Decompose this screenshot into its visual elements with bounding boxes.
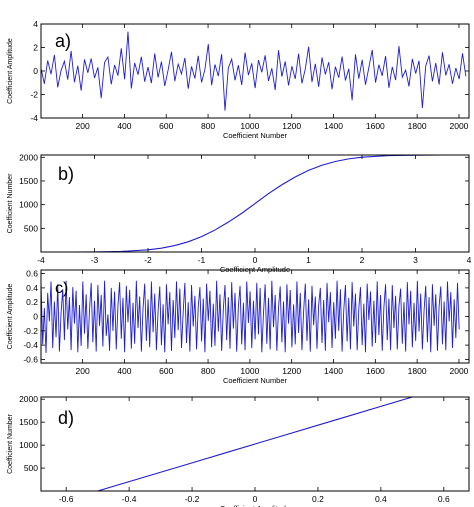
panel-label: d): [58, 408, 74, 428]
panel-label: b): [58, 164, 74, 184]
x-tick-label: 600: [159, 121, 173, 131]
x-tick-label: 400: [117, 121, 131, 131]
y-tick-label: 2000: [19, 152, 38, 162]
x-tick-label: 400: [117, 366, 131, 376]
y-tick-label: 0.4: [26, 283, 38, 293]
y-axis-label: Coefficient Amplitude: [7, 284, 14, 350]
y-tick-label: 500: [24, 223, 38, 233]
x-tick-label: 1600: [366, 121, 385, 131]
y-tick-label: 1500: [19, 417, 38, 427]
y-tick-label: 0: [33, 312, 38, 322]
chart-panel-1: 200 400 600 800 1000 1200 1400 1600 1800 2000 -4 -2…: [7, 19, 470, 140]
panel-label: a): [55, 31, 71, 51]
x-tick-label: -2: [144, 255, 152, 265]
x-tick-label: 2000: [450, 121, 469, 131]
y-tick-label: 0.2: [26, 297, 38, 307]
y-tick-label: 2000: [19, 394, 38, 404]
data-series-line: [41, 31, 467, 111]
chart-panel-4: -0.6 -0.4 -0.2 0 0.2 0.4 0.6 500 1000 1500 2000 Coe…: [7, 394, 470, 507]
x-tick-label: 200: [76, 121, 90, 131]
y-tick-label: 2: [33, 43, 38, 53]
x-tick-label: 1400: [324, 366, 343, 376]
x-tick-label: 3: [413, 255, 418, 265]
y-tick-label: 1000: [19, 440, 38, 450]
x-tick-label: -0.4: [122, 494, 137, 504]
x-tick-label: -0.6: [59, 494, 74, 504]
x-tick-label: 1800: [408, 366, 427, 376]
y-tick-label: 0.6: [26, 269, 38, 279]
x-tick-label: 1: [306, 255, 311, 265]
x-tick-label: 1600: [366, 366, 385, 376]
y-tick-label: -4: [30, 113, 38, 123]
x-tick-label: 1000: [240, 121, 259, 131]
x-tick-label: 0: [253, 494, 258, 504]
y-tick-label: -0.2: [23, 326, 38, 336]
y-tick-label: -0.6: [23, 354, 38, 364]
x-tick-label: 1200: [282, 121, 301, 131]
x-tick-label: 800: [201, 121, 215, 131]
x-tick-label: 2000: [450, 366, 469, 376]
y-tick-label: -2: [30, 90, 38, 100]
x-tick-label: 0.4: [375, 494, 387, 504]
y-tick-label: 0: [33, 66, 38, 76]
y-axis-label: Coefficient Number: [7, 173, 14, 233]
x-tick-label: 800: [201, 366, 215, 376]
y-tick-label: 500: [24, 463, 38, 473]
x-tick-label: 1400: [324, 121, 343, 131]
x-tick-label: 0.6: [438, 494, 450, 504]
x-tick-label: 600: [159, 366, 173, 376]
y-axis-label: Coefficient Amplitude: [7, 38, 14, 104]
x-axis-label: Coefficient Number: [223, 376, 288, 385]
chart-panel-3: 200 400 600 800 1000 1200 1400 1600 1800 2000 -0.6…: [7, 269, 470, 385]
x-tick-label: -3: [91, 255, 99, 265]
data-series-line: [73, 155, 443, 252]
y-tick-label: 1500: [19, 176, 38, 186]
x-tick-label: 1200: [282, 366, 301, 376]
x-tick-label: 2: [360, 255, 365, 265]
data-series-line: [41, 280, 460, 353]
x-tick-label: -4: [37, 255, 45, 265]
y-tick-label: 4: [33, 19, 38, 29]
x-axis-label: Coefficient Amplitude: [220, 504, 290, 507]
x-tick-label: 0: [253, 255, 258, 265]
x-tick-label: 1000: [240, 366, 259, 376]
x-tick-label: 4: [467, 255, 472, 265]
panel-label: c): [55, 280, 68, 297]
x-axis-label: Coefficient Number: [223, 131, 288, 140]
y-tick-label: -0.4: [23, 340, 38, 350]
x-tick-label: -1: [198, 255, 206, 265]
x-tick-label: 200: [76, 366, 90, 376]
y-axis-label: Coefficient Number: [7, 413, 14, 473]
x-tick-label: -0.2: [185, 494, 200, 504]
data-series-line: [97, 397, 413, 491]
panels: 200 400 600 800 1000 1200 1400 1600 1800 2000-4-2…: [7, 19, 472, 507]
x-tick-label: 0.2: [312, 494, 324, 504]
x-tick-label: 1800: [408, 121, 427, 131]
y-tick-label: 1000: [19, 200, 38, 210]
